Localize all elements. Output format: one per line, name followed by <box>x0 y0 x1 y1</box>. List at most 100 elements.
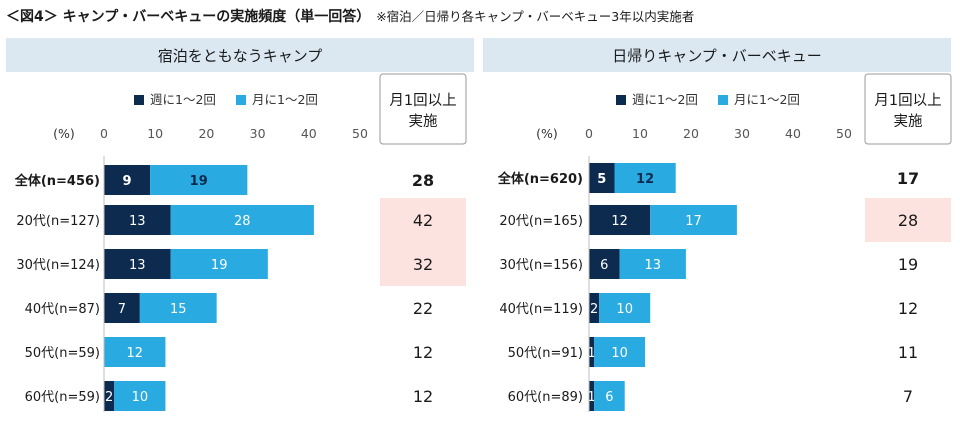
chart2-data-label-weekly: 12 <box>611 214 628 229</box>
chart1-bar-monthly <box>170 249 268 279</box>
chart1-bar-monthly <box>104 337 166 367</box>
chart2-bar-weekly <box>589 249 620 279</box>
chart1-total-header-line1: 月1回以上 <box>389 92 456 109</box>
chart2-total-highlight <box>865 198 951 242</box>
chart1-bar-monthly <box>139 293 217 323</box>
chart1-data-label-weekly: 9 <box>123 174 132 189</box>
chart2-bar-weekly <box>589 205 651 235</box>
chart2-legend-monthly: 月に1～2回 <box>734 92 800 107</box>
chart2-bar-monthly <box>594 337 646 367</box>
chart2-x-tick-label: 10 <box>632 126 648 141</box>
chart2-bar-weekly <box>589 381 595 411</box>
chart1-x-tick-label: 20 <box>198 126 214 141</box>
chart1-legend-monthly: 月に1～2回 <box>252 92 318 107</box>
chart2-data-label-monthly: 13 <box>644 258 661 273</box>
chart2-category-label: 全体(n=620) <box>497 171 583 187</box>
chart2-total-value: 17 <box>897 169 919 188</box>
chart1-total-highlight <box>380 198 466 242</box>
chart1-data-label-monthly: 19 <box>190 174 208 189</box>
chart1-x-tick-label: 30 <box>250 126 266 141</box>
chart2-x-tick-label: 40 <box>785 126 801 141</box>
chart1-category-label: 40代(n=87) <box>25 302 100 317</box>
chart1-category-label: 60代(n=59) <box>25 390 100 405</box>
chart2-bar-weekly <box>589 337 595 367</box>
chart1-data-label-weekly: 2 <box>105 390 113 405</box>
chart2-data-label-weekly: 2 <box>590 302 598 317</box>
chart1-bar-weekly <box>104 381 115 411</box>
chart2-total-header-line2: 実施 <box>894 113 923 130</box>
chart1-bar-weekly <box>104 205 171 235</box>
chart2-data-label-monthly: 6 <box>605 390 613 405</box>
chart2-total-header-box <box>864 73 952 145</box>
chart1-total-header-box <box>379 73 467 145</box>
chart1-title: 宿泊をともなうキャンプ <box>158 47 323 65</box>
chart2-category-label: 40代(n=119) <box>499 302 583 317</box>
chart1-total-value: 32 <box>413 255 433 274</box>
chart1-data-label-weekly: 13 <box>129 258 146 273</box>
chart2-bar-monthly <box>599 293 651 323</box>
chart1-legend-weekly: 週に1～2回 <box>150 92 216 107</box>
chart1-bar-monthly <box>150 165 248 195</box>
chart1-total-highlight <box>380 242 466 286</box>
chart1-bar-weekly <box>104 293 140 323</box>
chart2-bar-weekly <box>589 163 615 193</box>
chart1-category-label: 50代(n=59) <box>25 346 100 361</box>
chart1-total-header-line2: 実施 <box>409 113 438 130</box>
chart2-total-header-line1: 月1回以上 <box>874 92 941 109</box>
chart2-legend-swatch-monthly <box>718 95 728 105</box>
chart2-data-label-monthly: 17 <box>685 214 702 229</box>
chart1-category-label: 全体(n=456) <box>14 173 100 189</box>
figure-note: ※宿泊／日帰り各キャンプ・バーベキュー3年以内実施者 <box>376 9 695 24</box>
chart1-total-value: 12 <box>413 343 433 362</box>
chart1-header-band <box>6 38 474 72</box>
chart2-legend-weekly: 週に1～2回 <box>632 92 698 107</box>
chart2-category-label: 20代(n=165) <box>499 214 583 229</box>
figure-title-row: ＜図4＞ キャンプ・バーベキューの実施頻度（単一回答） ※宿泊／日帰り各キャンプ・… <box>6 6 694 26</box>
chart1-x-tick-label: 40 <box>301 126 317 141</box>
chart1-bar-weekly <box>104 249 171 279</box>
chart2-bar-monthly <box>614 163 676 193</box>
chart1-total-value: 22 <box>413 299 433 318</box>
chart2-data-label-monthly: 10 <box>616 302 633 317</box>
chart2-legend-swatch-weekly <box>616 95 626 105</box>
chart2-data-label-monthly: 10 <box>611 346 628 361</box>
chart2-bar-monthly <box>650 205 737 235</box>
chart1-axis-unit: (%) <box>53 126 75 141</box>
chart2-category-label: 30代(n=156) <box>499 258 583 273</box>
chart2-header-band <box>483 38 951 72</box>
chart1-legend-swatch-monthly <box>236 95 246 105</box>
chart1-category-label: 30代(n=124) <box>16 258 100 273</box>
chart2-total-value: 7 <box>903 387 913 406</box>
chart2-bar-monthly <box>619 249 686 279</box>
chart1-category-label: 20代(n=127) <box>16 214 100 229</box>
chart2-category-label: 50代(n=91) <box>508 346 583 361</box>
chart1-data-label-monthly: 10 <box>132 390 149 405</box>
chart1-x-tick-label: 10 <box>147 126 163 141</box>
chart2-title: 日帰りキャンプ・バーベキュー <box>612 47 822 65</box>
chart2-x-tick-label: 50 <box>836 126 852 141</box>
chart2-bar-weekly <box>589 293 600 323</box>
chart1-legend-swatch-weekly <box>134 95 144 105</box>
chart2-data-label-weekly: 5 <box>597 172 606 187</box>
figure-title: ＜図4＞ キャンプ・バーベキューの実施頻度（単一回答） <box>6 9 371 25</box>
chart1-x-tick-label: 0 <box>100 126 108 141</box>
chart2-data-label-monthly: 12 <box>636 172 654 187</box>
chart2-bar-monthly <box>594 381 625 411</box>
chart2-total-value: 11 <box>898 343 918 362</box>
chart2-data-label-weekly: 1 <box>587 390 595 405</box>
chart1-x-tick-label: 50 <box>352 126 368 141</box>
chart2-data-label-weekly: 6 <box>600 258 608 273</box>
chart1-data-label-monthly: 15 <box>170 302 187 317</box>
chart2-axis-unit: (%) <box>536 126 558 141</box>
chart2-total-value: 19 <box>898 255 918 274</box>
chart2-total-value: 28 <box>898 211 918 230</box>
chart1-data-label-monthly: 12 <box>126 346 143 361</box>
chart1-total-value: 42 <box>413 211 433 230</box>
chart1-total-value: 28 <box>412 171 434 190</box>
chart2-x-tick-label: 30 <box>734 126 750 141</box>
chart2-x-tick-label: 20 <box>683 126 699 141</box>
chart1-data-label-weekly: 13 <box>129 214 146 229</box>
chart1-bar-monthly <box>114 381 166 411</box>
chart1-data-label-weekly: 7 <box>118 302 126 317</box>
